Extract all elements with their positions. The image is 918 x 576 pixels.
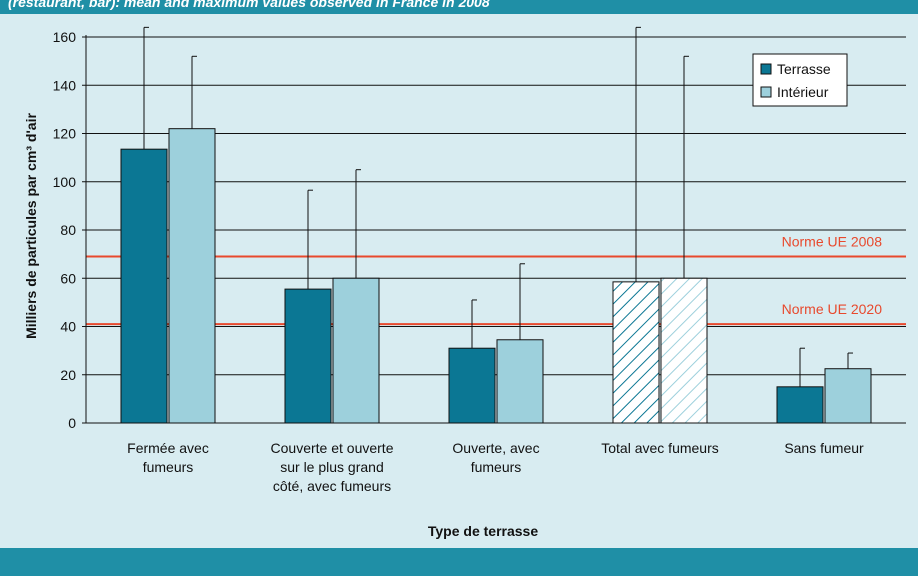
x-category-label: Total avec fumeurs xyxy=(601,440,719,456)
bar xyxy=(284,288,332,424)
reference-line-label: Norme UE 2008 xyxy=(782,234,883,250)
bar xyxy=(120,148,168,424)
y-tick-labels: 0 20 40 60 80 100 120 140 160 xyxy=(53,29,86,431)
footer-band xyxy=(0,548,918,576)
bar xyxy=(168,128,216,424)
bar xyxy=(660,277,708,424)
bar xyxy=(332,277,380,424)
x-category-labels: Fermée avec fumeurs Couverte et ouverte sur… xyxy=(127,440,864,494)
y-tick-label: 120 xyxy=(53,126,77,142)
bar xyxy=(496,339,544,424)
x-category-label: Sans fumeur xyxy=(784,440,864,456)
y-tick-label: 20 xyxy=(60,367,76,383)
bar xyxy=(824,368,872,424)
x-category-label: Fermée avec fumeurs xyxy=(127,440,209,475)
x-category-label: Couverte et ouverte sur le plus grand côté… xyxy=(271,440,394,494)
error-bars xyxy=(143,26,853,387)
y-tick-label: 100 xyxy=(53,174,77,190)
y-axis-title: Milliers de particules par cm³ d'air xyxy=(23,113,39,339)
legend-swatch-interieur xyxy=(760,86,772,98)
bars xyxy=(120,128,872,424)
x-category-label: Ouverte, avec fumeurs xyxy=(452,440,539,475)
x-axis-title: Type de terrasse xyxy=(428,523,538,539)
y-tick-label: 40 xyxy=(60,319,76,335)
bar xyxy=(448,347,496,424)
y-tick-label: 160 xyxy=(53,29,77,45)
grid-lines xyxy=(86,36,906,376)
header-caption: (restaurant, bar): mean and maximum valu… xyxy=(8,0,490,10)
header-band: (restaurant, bar): mean and maximum valu… xyxy=(0,0,918,14)
legend-label-interieur: Intérieur xyxy=(777,84,829,100)
reference-lines: Norme UE 2008 Norme UE 2020 xyxy=(86,234,906,326)
y-tick-label: 60 xyxy=(60,270,76,286)
y-tick-label: 0 xyxy=(68,415,76,431)
y-tick-label: 80 xyxy=(60,222,76,238)
reference-line-label: Norme UE 2020 xyxy=(782,301,883,317)
bar xyxy=(776,386,824,424)
legend-label-terrasse: Terrasse xyxy=(777,61,831,77)
bar xyxy=(612,281,660,424)
legend-swatch-terrasse xyxy=(760,63,772,75)
axes xyxy=(85,35,906,424)
legend: Terrasse Intérieur xyxy=(752,53,848,107)
y-tick-label: 140 xyxy=(53,77,77,93)
